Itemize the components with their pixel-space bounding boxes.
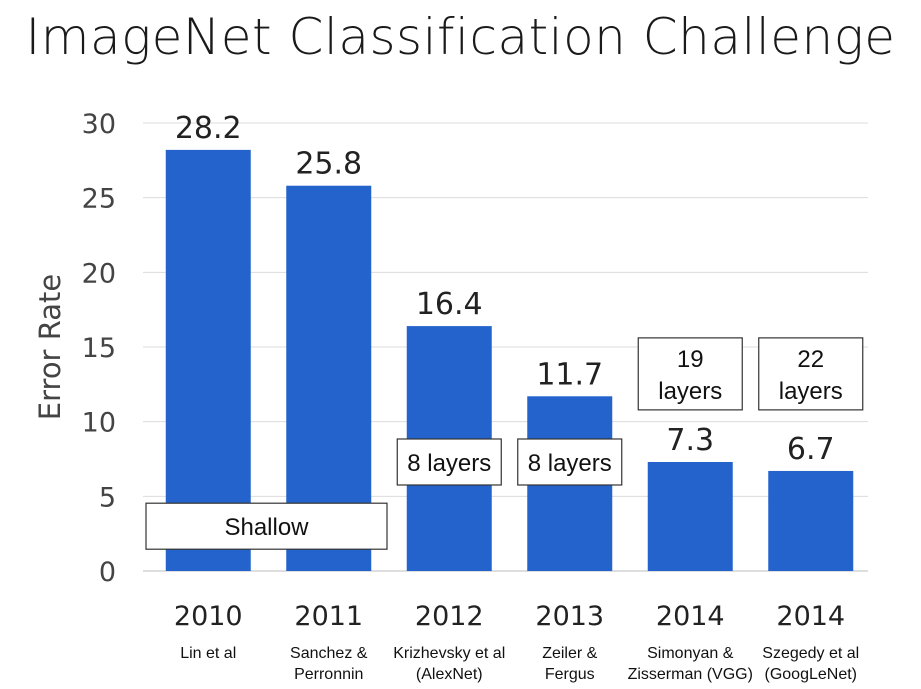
x-tick-author: Lin et al <box>180 645 236 662</box>
x-tick-author: Perronnin <box>294 666 363 683</box>
bar-value-label: 25.8 <box>295 147 362 182</box>
bar-value-label: 28.2 <box>175 111 242 146</box>
annotation-box: Shallow <box>145 502 388 550</box>
bar-value-label: 7.3 <box>666 423 714 458</box>
x-tick-author: Zisserman (VGG) <box>628 666 753 683</box>
x-axis-labels: 2010 Lin et al 2011 Sanchez & Perronnin 2012 K… <box>174 601 859 683</box>
annotation-text: 22 <box>797 346 824 373</box>
annotation-text: 19 <box>677 346 704 373</box>
x-tick-author: Fergus <box>545 666 595 683</box>
annotations: Shallow 8 layers 8 layers 19 layers 22 layers <box>145 337 864 550</box>
y-tick-label: 10 <box>82 408 116 439</box>
x-tick-year: 2013 <box>535 601 604 632</box>
bar <box>768 470 854 571</box>
annotation-frame <box>396 438 502 486</box>
annotation-box: 8 layers <box>517 438 623 486</box>
annotation-frame <box>637 337 743 411</box>
x-tick-author: Krizhevsky et al <box>393 645 505 662</box>
annotation-text: layers <box>658 378 722 405</box>
y-tick-label: 20 <box>82 258 116 289</box>
y-tick-label: 25 <box>82 184 116 215</box>
y-axis-ticks: 0 5 10 15 20 25 30 <box>82 109 116 588</box>
x-tick-author: Zeiler & <box>542 645 597 662</box>
page-title: ImageNet Classification Challenge <box>25 8 896 66</box>
y-tick-label: 5 <box>99 482 116 513</box>
value-labels: 28.2 25.8 16.4 11.7 7.3 6.7 <box>175 111 835 467</box>
x-tick-author: Szegedy et al <box>762 645 859 662</box>
x-tick-year: 2012 <box>415 601 484 632</box>
annotation-box: 8 layers <box>396 438 502 486</box>
annotation-frame <box>758 337 864 411</box>
bar-value-label: 11.7 <box>536 357 603 392</box>
x-tick-year: 2014 <box>776 601 845 632</box>
bar <box>165 149 251 571</box>
y-tick-label: 0 <box>99 557 116 588</box>
y-tick-label: 15 <box>82 333 116 364</box>
annotation-text: 8 layers <box>407 450 491 477</box>
x-tick-year: 2014 <box>656 601 725 632</box>
annotation-text: 8 layers <box>528 450 612 477</box>
y-axis-label: Error Rate <box>33 274 67 420</box>
bar-value-label: 6.7 <box>787 432 835 467</box>
x-tick-author: (GoogLeNet) <box>765 666 858 683</box>
bar <box>647 461 733 571</box>
annotation-text: layers <box>779 378 843 405</box>
x-tick-year: 2011 <box>294 601 363 632</box>
annotation-frame <box>145 502 388 550</box>
annotation-box: 22 layers <box>758 337 864 411</box>
annotation-text: Shallow <box>224 514 309 541</box>
x-tick-author: Simonyan & <box>647 645 734 662</box>
bar-value-label: 16.4 <box>416 287 483 322</box>
x-tick-author: (AlexNet) <box>416 666 483 683</box>
annotation-frame <box>517 438 623 486</box>
annotation-box: 19 layers <box>637 337 743 411</box>
x-tick-year: 2010 <box>174 601 243 632</box>
y-tick-label: 30 <box>82 109 116 140</box>
gridlines <box>143 122 868 572</box>
x-tick-author: Sanchez & <box>290 645 368 662</box>
